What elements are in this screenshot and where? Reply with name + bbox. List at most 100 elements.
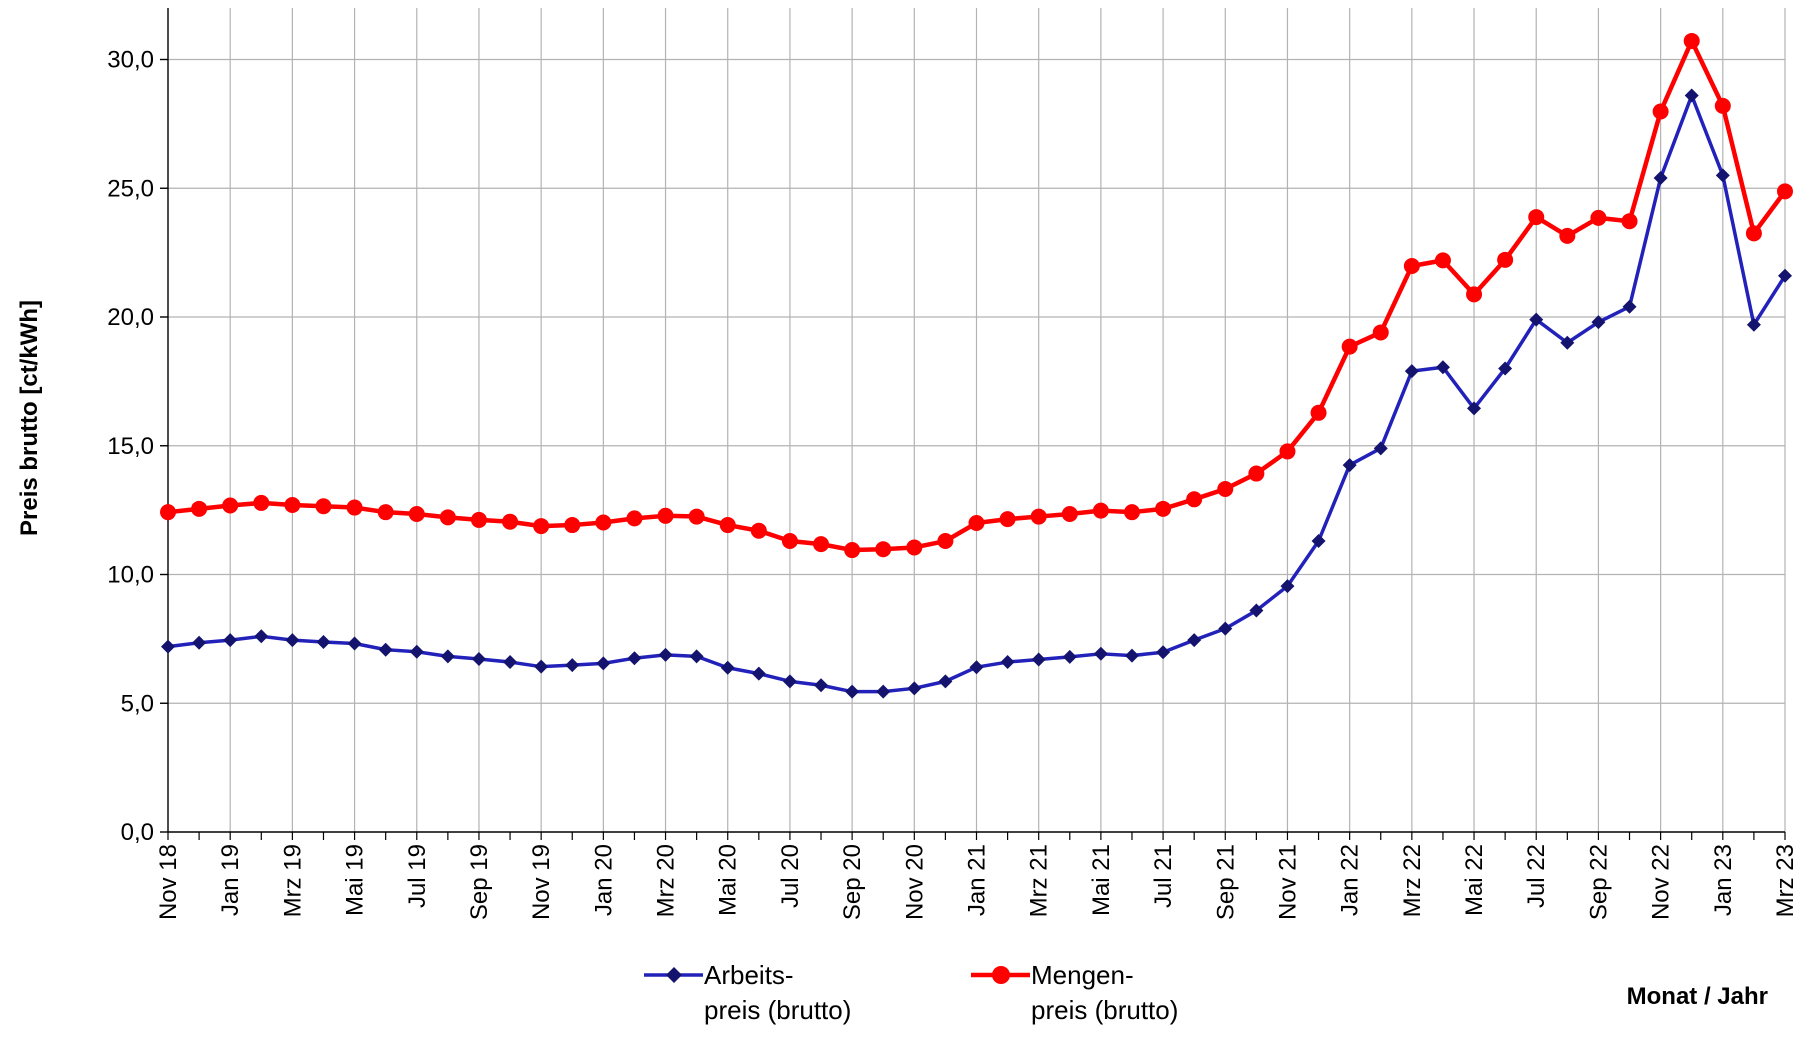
data-point: [1092, 502, 1109, 519]
series-group: [160, 32, 1793, 699]
data-point: [969, 660, 984, 675]
data-point: [1529, 312, 1544, 327]
series-1: [161, 88, 1792, 699]
data-point: [222, 497, 239, 514]
data-point: [191, 500, 208, 517]
data-point: [907, 681, 922, 696]
legend-marker: [666, 967, 682, 983]
data-point: [409, 644, 424, 659]
data-point: [781, 533, 798, 550]
data-point: [534, 659, 549, 674]
data-point: [750, 522, 767, 539]
data-point: [938, 674, 953, 689]
data-point: [254, 629, 269, 644]
data-point: [346, 499, 363, 516]
data-point: [1591, 315, 1606, 330]
data-point: [1156, 645, 1171, 660]
y-tick-label: 20,0: [107, 304, 154, 331]
x-tick-label: Jan 19: [217, 844, 244, 916]
y-tick-label: 0,0: [121, 819, 154, 846]
data-point: [564, 517, 581, 534]
data-point: [844, 542, 861, 559]
x-tick-label: Sep 20: [839, 844, 866, 920]
data-point: [1497, 251, 1514, 268]
data-point: [689, 649, 704, 664]
x-tick-label: Mrz 23: [1772, 844, 1799, 917]
y-axis-title: Preis brutto [ct/kWh]: [16, 300, 43, 536]
x-tick-label: Jan 20: [590, 844, 617, 916]
data-point: [471, 651, 486, 666]
x-tick-label: Mrz 21: [1026, 844, 1053, 917]
data-point: [347, 636, 362, 651]
y-axis-ticks: 0,0 5,0 10,0 15,0 20,0 25,0 30,0: [107, 47, 168, 846]
data-point: [1341, 338, 1358, 355]
data-point: [1062, 649, 1077, 664]
data-point: [1280, 579, 1295, 594]
x-tick-label: Nov 21: [1274, 844, 1301, 920]
data-point: [906, 539, 923, 556]
data-point: [503, 655, 518, 670]
data-point: [1279, 443, 1296, 460]
data-point: [1622, 299, 1637, 314]
data-point: [968, 515, 985, 531]
data-point: [1155, 500, 1172, 517]
legend-item-1: Arbeits-preis (brutto): [644, 960, 851, 1025]
legend-marker: [992, 966, 1010, 984]
data-point: [1000, 655, 1015, 670]
data-point: [845, 684, 860, 699]
data-point: [408, 505, 425, 522]
data-point: [1715, 168, 1730, 183]
data-point: [1745, 225, 1762, 242]
x-tick-label: Mai 21: [1088, 844, 1115, 916]
data-point: [1434, 252, 1451, 269]
data-point: [1030, 508, 1047, 525]
data-point: [1714, 97, 1731, 114]
data-point: [596, 656, 611, 671]
x-tick-label: Mrz 22: [1399, 844, 1426, 917]
legend: Arbeits-preis (brutto) Mengen-preis (brut…: [644, 960, 1178, 1025]
data-point: [1031, 652, 1046, 667]
data-point: [595, 514, 612, 531]
data-point: [1310, 404, 1327, 421]
data-point: [440, 649, 455, 664]
y-tick-label: 15,0: [107, 433, 154, 460]
data-point: [720, 660, 735, 675]
data-point: [1590, 209, 1607, 226]
x-tick-label: Nov 18: [155, 844, 182, 920]
x-tick-label: Jul 22: [1523, 844, 1550, 908]
series-2: [160, 32, 1793, 559]
data-point: [751, 666, 766, 681]
data-point: [1123, 504, 1140, 521]
y-tick-label: 25,0: [107, 175, 154, 202]
legend-label: Arbeits-preis (brutto): [704, 960, 851, 1025]
data-point: [253, 494, 270, 511]
data-point: [688, 508, 705, 525]
data-point: [533, 518, 550, 535]
data-point: [378, 642, 393, 657]
data-point: [1311, 534, 1326, 549]
data-point: [285, 633, 300, 648]
data-point: [160, 504, 176, 521]
data-point: [626, 510, 643, 527]
data-point: [1248, 465, 1265, 482]
data-point: [565, 658, 580, 673]
data-point: [1187, 633, 1202, 648]
data-point: [1778, 268, 1792, 283]
data-point: [1061, 505, 1078, 522]
x-tick-label: Mai 22: [1461, 844, 1488, 916]
data-point: [1435, 360, 1450, 375]
data-point: [223, 633, 238, 648]
data-point: [813, 536, 830, 553]
data-point: [627, 651, 642, 666]
data-point: [470, 511, 487, 528]
x-tick-label: Jan 21: [964, 844, 991, 916]
data-point: [1124, 648, 1139, 663]
x-tick-label: Sep 21: [1212, 844, 1239, 920]
data-point: [1217, 481, 1234, 498]
x-tick-label: Mrz 19: [279, 844, 306, 917]
data-point: [1466, 286, 1483, 303]
data-point: [1249, 603, 1264, 618]
data-point: [502, 513, 519, 530]
x-tick-label: Jul 21: [1150, 844, 1177, 908]
